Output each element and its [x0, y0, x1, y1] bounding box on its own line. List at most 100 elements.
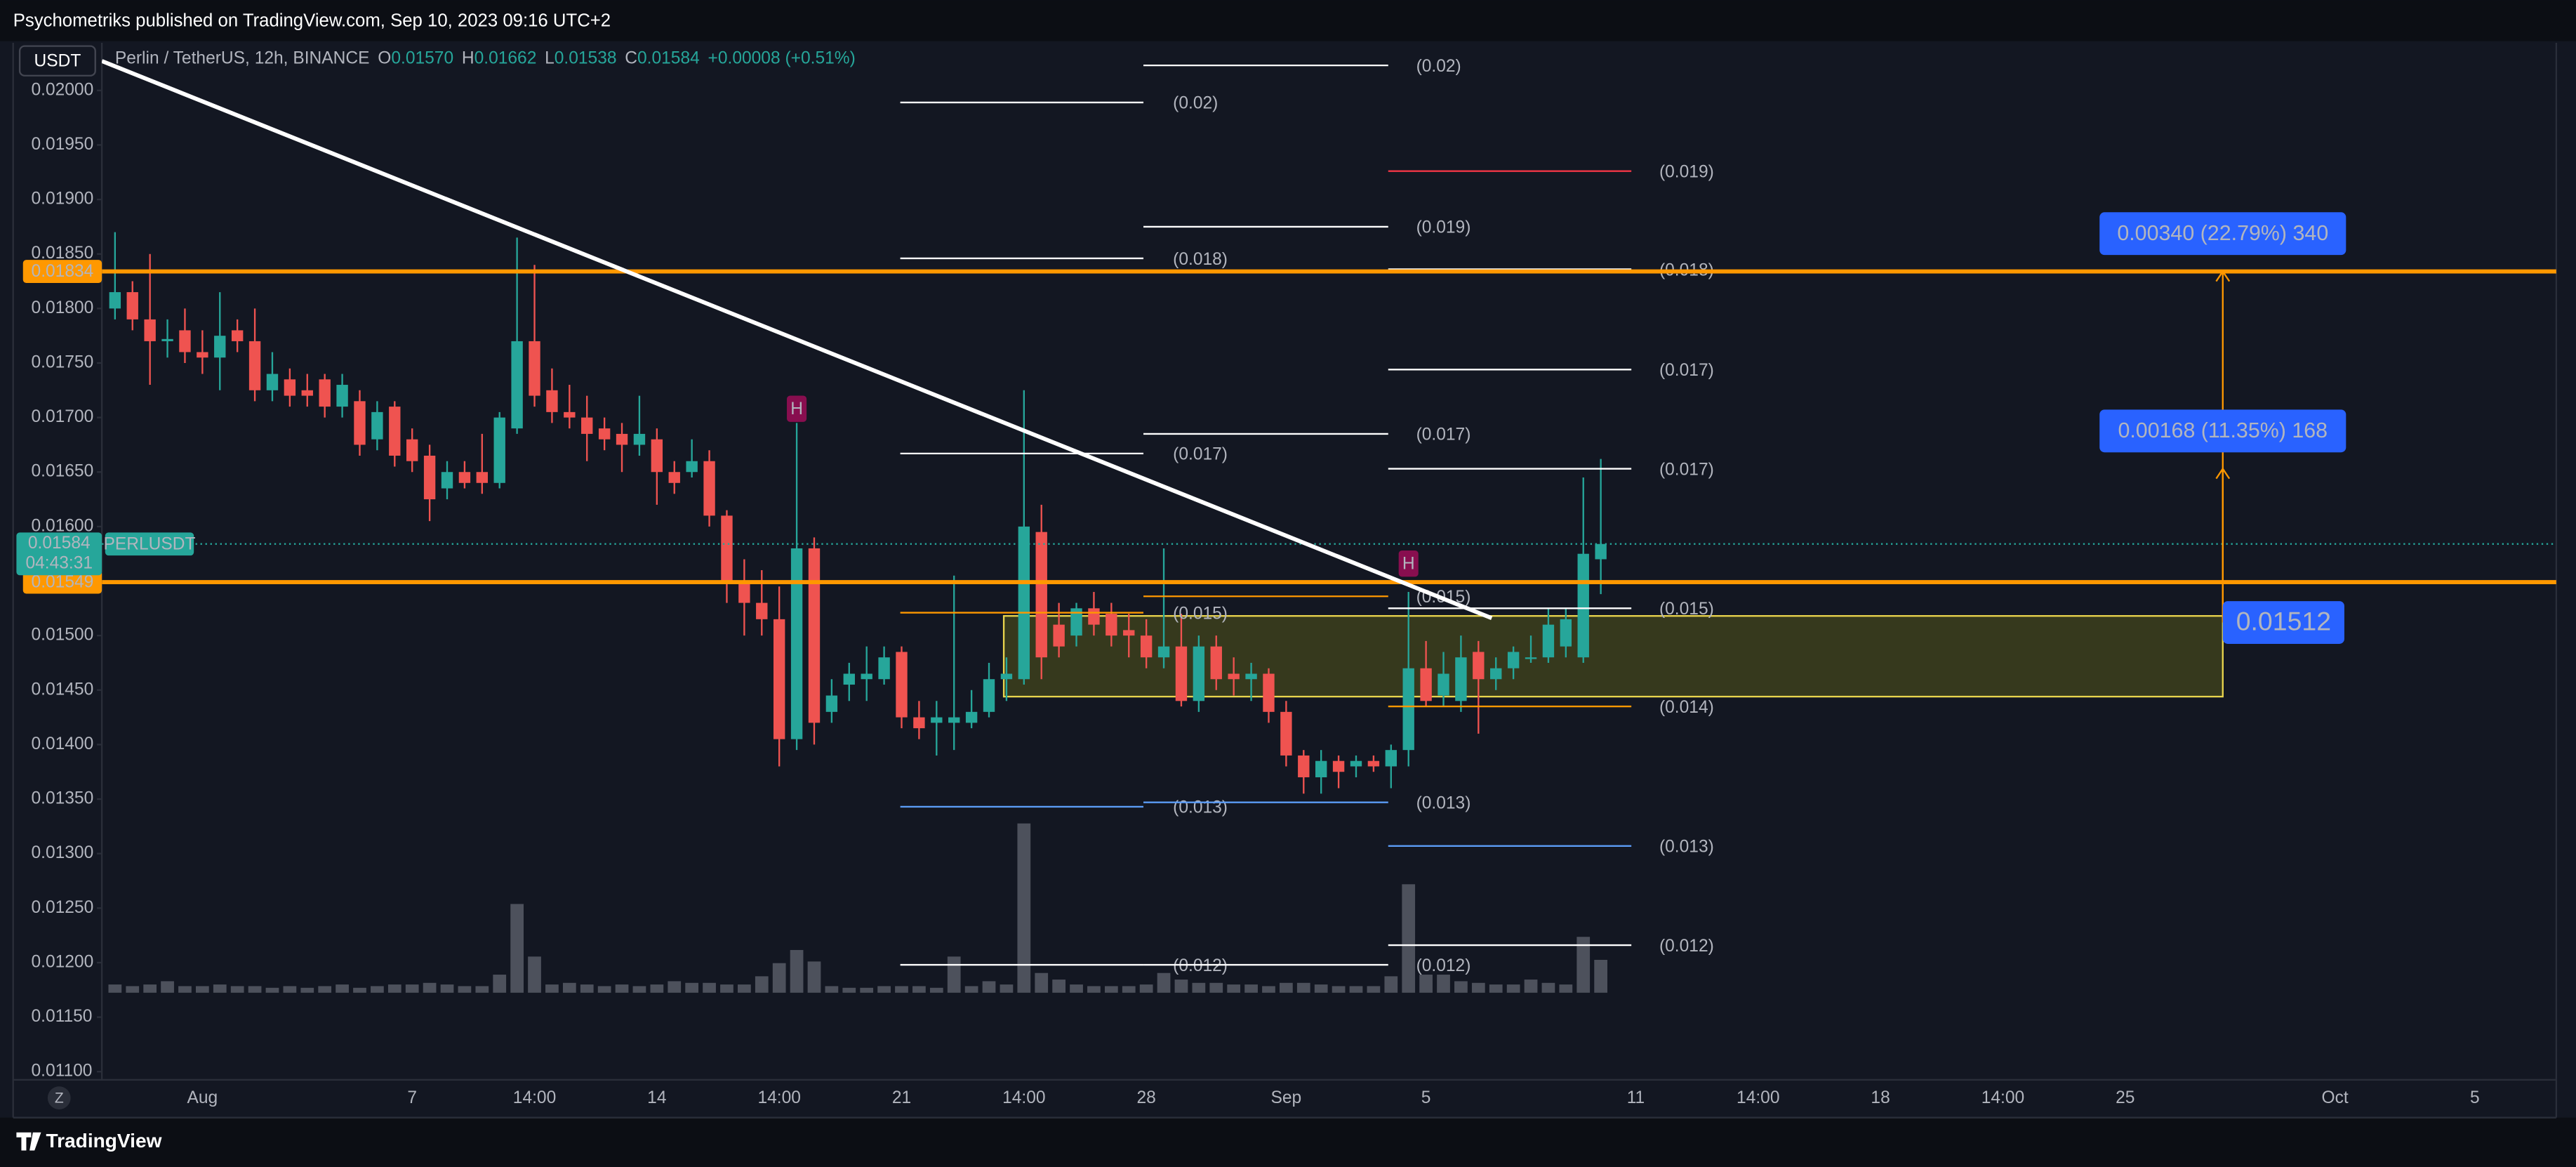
x-tick-label: Sep — [1271, 1088, 1302, 1107]
y-tick-label: 0.01600 — [31, 516, 93, 535]
candle-body — [1490, 668, 1502, 680]
x-tick-label: 18 — [1871, 1088, 1890, 1107]
y-tick-label: 0.01300 — [31, 843, 93, 862]
y-tick-label: 0.02000 — [31, 80, 93, 99]
candle-body — [1140, 635, 1153, 658]
symbol-tag-label: PERLUSDT — [103, 534, 195, 553]
candle-body — [651, 439, 663, 473]
volume-bar — [300, 987, 314, 993]
header-bar — [0, 0, 2576, 41]
candle-body — [441, 472, 453, 489]
candle-body — [1332, 760, 1345, 772]
volume-bar — [1087, 986, 1101, 993]
candle-body — [1210, 646, 1222, 680]
volume-bar — [213, 984, 227, 993]
fib-label: (0.017) — [1659, 460, 1714, 479]
fib-label: (0.018) — [1173, 250, 1228, 269]
reset-button[interactable] — [47, 1086, 71, 1109]
fib-label: (0.012) — [1173, 956, 1228, 975]
volume-bar — [1104, 986, 1118, 993]
x-tick-label: 7 — [407, 1088, 417, 1107]
arrow-head — [2215, 270, 2231, 282]
volume-bar — [1035, 972, 1049, 993]
measure-label: 0.00340 (22.79%) 340 — [2117, 221, 2328, 245]
candle-body — [1525, 657, 1537, 659]
plot-area: (0.02) (0.018) (0.017) (0.015) (0.013) (0.012… — [102, 57, 2556, 993]
volume-bar — [632, 986, 646, 993]
price-tag-label: 0.01549 — [32, 573, 94, 592]
candle-body — [721, 515, 733, 581]
volume-bar — [580, 984, 594, 993]
y-tick-label: 0.01700 — [31, 407, 93, 426]
volume-bar — [1437, 975, 1450, 993]
volume-bar — [510, 904, 524, 993]
candle-body — [1542, 624, 1555, 658]
candle-body — [1595, 543, 1607, 560]
volume-bar — [703, 982, 716, 993]
candle-body — [861, 673, 872, 680]
y-tick-label: 0.01150 — [31, 1007, 92, 1026]
volume-bar — [265, 987, 279, 993]
candle-body — [1577, 553, 1589, 658]
symbol-name: Perlin / TetherUS, 12h, BINANCE — [115, 49, 370, 68]
fib-label: (0.014) — [1659, 698, 1714, 717]
volume-bar — [545, 984, 559, 993]
volume-bar — [1000, 984, 1014, 993]
candle-body — [843, 673, 855, 685]
ohlc-key: H — [462, 49, 474, 68]
volume-bar — [318, 986, 332, 993]
candle-body — [1280, 711, 1292, 756]
candle-body — [1070, 608, 1082, 636]
candle-body — [266, 374, 279, 390]
x-tick-label: 14 — [647, 1088, 666, 1107]
volume-bar — [1174, 980, 1188, 993]
volume-bar — [1454, 981, 1468, 993]
volume-bar — [161, 981, 174, 993]
candle-body — [458, 472, 471, 483]
candle-body — [878, 657, 890, 680]
candle-body — [179, 330, 191, 352]
volume-bar — [126, 986, 140, 993]
candle-body — [931, 717, 943, 723]
currency-button[interactable] — [18, 45, 96, 77]
x-tick-label: 14:00 — [757, 1088, 800, 1107]
volume-bar — [1576, 937, 1591, 993]
volume-bar — [336, 984, 349, 993]
publisher: Psychometriks published on TradingView.c… — [13, 11, 611, 30]
candle-body — [581, 417, 593, 434]
measure-box — [2099, 212, 2346, 256]
marker — [787, 395, 807, 422]
measure-box — [2099, 409, 2346, 453]
volume-bar — [929, 987, 943, 993]
y-tick-label: 0.01950 — [31, 135, 93, 154]
candle-body — [248, 341, 261, 390]
countdown: 04:43:31 — [25, 553, 93, 572]
x-tick-label: 14:00 — [1002, 1088, 1045, 1107]
volume-bar — [1332, 986, 1346, 993]
candle-body — [1035, 532, 1047, 658]
volume-bar — [1209, 982, 1223, 993]
volume-bar — [528, 956, 541, 993]
ohlc-value: 0.01538 — [555, 49, 617, 68]
candle-body — [808, 548, 821, 723]
y-tick-label: 0.01250 — [31, 898, 93, 917]
ohlc-key: O — [378, 49, 391, 68]
candle-body — [913, 717, 925, 729]
volume-bar — [615, 984, 629, 993]
volume-bar — [1280, 982, 1293, 993]
volume-bar — [738, 984, 751, 993]
volume-bar — [1139, 984, 1153, 993]
candle-body — [965, 711, 978, 723]
volume-bar — [562, 982, 576, 993]
reset-label[interactable]: Z — [55, 1090, 64, 1106]
y-tick-label: 0.01750 — [31, 352, 93, 371]
volume-bar — [1122, 986, 1136, 993]
volume-bar — [912, 986, 926, 993]
currency[interactable]: USDT — [34, 51, 81, 70]
candle-body — [371, 411, 383, 440]
volume-bar — [248, 986, 262, 993]
x-tick-label: 5 — [2470, 1088, 2480, 1107]
fib-label: (0.013) — [1173, 798, 1228, 817]
volume-bar — [947, 956, 961, 993]
x-tick-label: 11 — [1627, 1088, 1645, 1107]
